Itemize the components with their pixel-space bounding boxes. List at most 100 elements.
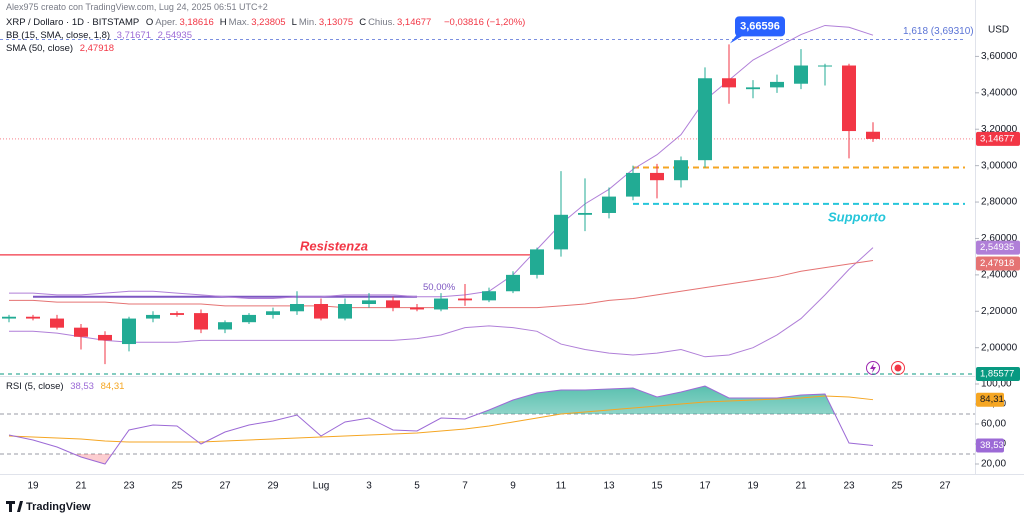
legend-ohlc: XRP / Dollaro · 1D · BITSTAMP O Aper. 3,18… [6,17,529,28]
candle-body [26,316,40,319]
x-tick-label: 27 [939,481,951,492]
event-icons [866,361,905,375]
ohlc-label: Max. [228,17,250,28]
footer-brand: TradingView [26,501,91,513]
y-tick-label: 3,20000 [981,124,1018,135]
ohlc-readout: O Aper. 3,18616 H Max. 3,23805 L Min. 3,13075 C Ch… [146,17,437,28]
candle-body [722,78,736,88]
x-tick-label: 23 [123,481,135,492]
y-tick-label: 2,60000 [981,233,1018,244]
y-tick-label: 3,00000 [981,160,1018,171]
candle-body [482,291,496,301]
sma-last-box [976,256,1020,271]
candle-body [74,327,88,337]
candle-body [218,322,232,330]
y-tick-label: 3,60000 [981,51,1018,62]
candle-body [2,316,16,319]
logo-mark [6,501,23,512]
x-tick-label: 27 [219,481,231,492]
x-tick-label: 25 [891,481,903,492]
candle-body [578,212,592,215]
x-tick-label: 23 [843,481,855,492]
callout-box [735,16,785,37]
x-tick-label: 11 [556,481,567,492]
rsi-name: RSI (5, close) [6,381,64,392]
candle-body [194,313,208,330]
currency: USD [988,25,1009,36]
level-label: 50,00% [423,282,456,293]
candle-body [122,318,136,345]
ohlc-value: 3,14677 [397,17,432,28]
ohlc-value: 3,13075 [318,17,354,28]
candle-body [458,298,472,301]
rsi-overbought-fill [9,386,873,414]
x-tick-label: 21 [795,481,807,492]
candle-body [434,298,448,310]
event-icon-glyph [894,364,902,372]
y-tick-label: 2,00000 [981,342,1018,353]
symbol: XRP / Dollaro · 1D · BITSTAMP [6,17,140,28]
x-tick-label: 13 [603,481,615,492]
rsi-y-tick-label: 20,00 [981,459,1006,470]
bb-name: BB (15, SMA, close, 1,8) [6,30,111,41]
rsi-ma-last-box [976,392,1004,407]
candle-body [506,274,520,292]
y-tick-label: 2,40000 [981,270,1018,281]
rsi-value: 38,53 [70,381,94,392]
x-tick-label: 5 [414,481,420,492]
ohlc-label: Aper. [155,17,178,28]
rsi-ma-line [8,395,874,443]
candle-body [290,304,304,312]
y-tick-label: 2,20000 [981,306,1018,317]
legend-bb: BB (15, SMA, close, 1,8) 3,71671 2,54935 [6,30,196,41]
candle-body [242,314,256,323]
rsi-ma-last-label: 84,31 [980,394,1004,405]
level-price-box [976,366,1020,381]
rsi-line [8,385,874,465]
bb-upper-value: 3,71671 [116,30,151,41]
x-tick-label: 19 [27,481,39,492]
ohlc-value: 3,23805 [251,17,286,28]
rsi-y-tick-label: 100,00 [981,379,1012,390]
candle-body [554,214,568,250]
x-tick-label: 9 [510,481,516,492]
legend-sma: SMA (50, close) 2,47918 [6,43,118,54]
candle-body [866,131,880,139]
x-tick-label: 21 [75,481,87,492]
sma-name: SMA (50, close) [6,43,74,54]
level-label: Resistenza [300,238,368,253]
candle-body [818,65,832,67]
candle-body [314,304,328,319]
y-tick-label: 2,80000 [981,197,1018,208]
candle-body [50,318,64,328]
candle-body [626,172,640,197]
x-tick-label: 25 [171,481,183,492]
ohlc-label: Min. [298,17,317,28]
ohlc-key: O [145,17,154,28]
candle-body [746,87,760,90]
candle-body [410,307,424,310]
level-price-label: 1,85577 [980,368,1014,379]
ohlc-key: C [359,17,367,28]
x-tick-label: 15 [651,481,663,492]
credit: Alex975 creato con TradingView.com, Lug … [6,2,268,12]
y-tick-label: 3,40000 [981,87,1018,98]
x-tick-label: 17 [699,481,711,492]
rsi-last-label: 38,53 [980,440,1004,451]
candle-body [770,81,784,88]
sma-value: 2,47918 [79,43,115,54]
callout-pointer [730,34,745,44]
x-tick-label: 29 [267,481,279,492]
x-tick-label: 19 [747,481,759,492]
rsi-last-box [976,438,1004,453]
ohlc-label: Chius. [368,17,395,28]
candle-body [98,334,112,341]
candle-body [146,314,160,319]
footer-logo: TradingView [6,501,91,513]
rsi-ma-value: 84,31 [100,381,125,392]
last-price-label: 3,14677 [980,133,1014,144]
candle-body [530,249,544,275]
bb-upper [9,24,874,300]
